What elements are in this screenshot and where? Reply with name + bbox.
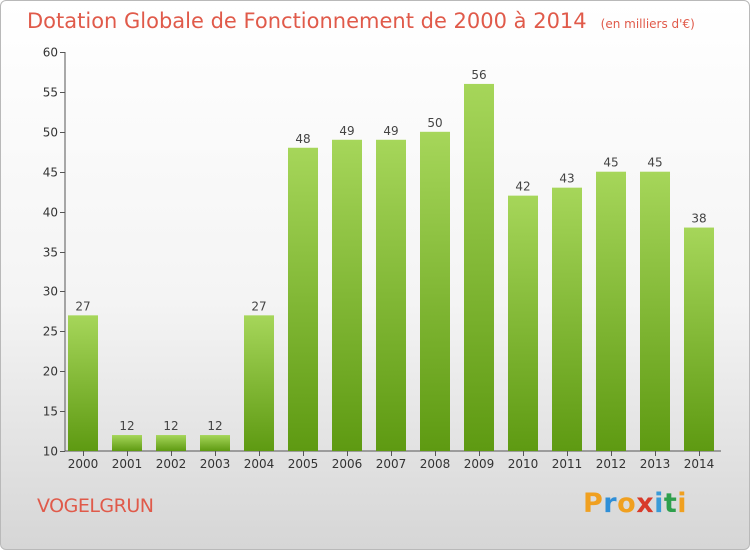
data-label: 12 — [119, 419, 134, 433]
y-tick-label: 20 — [43, 365, 58, 379]
y-tick-label: 30 — [43, 285, 58, 299]
x-tick-label: 2006 — [332, 457, 363, 471]
data-label: 45 — [603, 156, 618, 170]
data-label: 56 — [471, 68, 486, 82]
bar — [552, 187, 582, 451]
data-label: 12 — [163, 419, 178, 433]
logo-letter: o — [617, 488, 637, 519]
x-tick-label: 2012 — [596, 457, 627, 471]
bar — [640, 171, 670, 451]
bar — [288, 147, 318, 451]
x-tick-label: 2005 — [288, 457, 319, 471]
y-tick-label: 60 — [43, 46, 58, 60]
y-tick-label: 55 — [43, 86, 58, 100]
y-tick-label: 40 — [43, 206, 58, 220]
bar — [244, 315, 274, 451]
data-label: 12 — [207, 419, 222, 433]
y-tick-label: 10 — [43, 445, 58, 459]
x-tick-label: 2014 — [684, 457, 715, 471]
data-labels: 27 12 12 12 27 48 49 49 50 56 42 43 45 45 38 — [75, 68, 706, 433]
y-tick-label: 45 — [43, 166, 58, 180]
bar — [376, 139, 406, 451]
bar — [508, 195, 538, 451]
y-tick-label: 35 — [43, 246, 58, 260]
data-label: 45 — [647, 156, 662, 170]
bars — [68, 83, 714, 452]
y-tick-label: 50 — [43, 126, 58, 140]
data-label: 27 — [75, 299, 90, 313]
data-label: 49 — [383, 124, 398, 138]
data-label: 42 — [515, 180, 530, 194]
data-label: 43 — [559, 172, 574, 186]
logo-letter: x — [636, 488, 655, 519]
x-tick-label: 2008 — [420, 457, 451, 471]
x-tick-label: 2002 — [156, 457, 187, 471]
bar — [112, 435, 142, 451]
bar — [156, 435, 186, 451]
x-tick-label: 2009 — [464, 457, 495, 471]
bar — [684, 227, 714, 451]
bar — [420, 131, 450, 452]
proxiti-logo: Proxiti — [583, 488, 687, 519]
x-tick-label: 2000 — [68, 457, 99, 471]
data-label: 48 — [295, 132, 310, 146]
data-label: 50 — [427, 116, 442, 130]
logo-letter: r — [603, 488, 618, 519]
x-tick-label: 2011 — [552, 457, 583, 471]
data-label: 27 — [251, 299, 266, 313]
logo-letter: i — [677, 488, 688, 519]
x-tick-label: 2003 — [200, 457, 231, 471]
bar — [68, 315, 98, 451]
commune-name: VOGELGRUN — [37, 495, 154, 517]
chart-title: Dotation Globale de Fonctionnement de 20… — [27, 9, 695, 33]
bar — [200, 435, 230, 451]
x-tick-label: 2007 — [376, 457, 407, 471]
chart-title-text: Dotation Globale de Fonctionnement de 20… — [27, 9, 587, 33]
logo-letter: i — [654, 488, 664, 519]
x-tick-label: 2001 — [112, 457, 143, 471]
x-tick-label: 2004 — [244, 457, 275, 471]
chart-subtitle: (en milliers d'€) — [600, 17, 695, 31]
bar — [332, 139, 362, 451]
axes: 10 15 20 25 30 35 40 45 50 55 60 2000 2001 2002 2003 20… — [43, 46, 721, 471]
data-label: 49 — [339, 124, 354, 138]
data-label: 38 — [691, 212, 706, 226]
bar — [464, 83, 494, 452]
y-tick-label: 25 — [43, 325, 58, 339]
logo-letter: P — [583, 488, 604, 519]
logo-letter: t — [663, 488, 678, 519]
y-tick-label: 15 — [43, 405, 58, 419]
x-tick-label: 2010 — [508, 457, 539, 471]
bar — [596, 171, 626, 451]
x-tick-label: 2013 — [640, 457, 671, 471]
